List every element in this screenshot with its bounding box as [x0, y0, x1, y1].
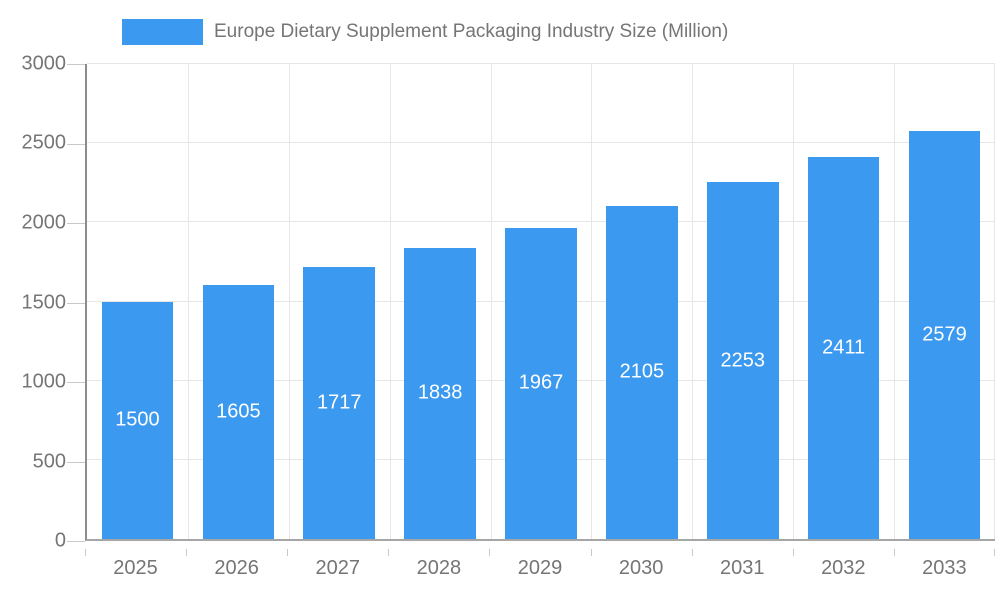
bar-value-label: 2411	[822, 336, 866, 359]
v-gridline	[894, 64, 896, 539]
x-tick	[792, 549, 794, 556]
x-tick	[287, 549, 289, 556]
x-tick	[994, 549, 995, 556]
y-axis-label: 500	[32, 450, 66, 472]
v-gridline	[288, 64, 290, 539]
x-tick	[893, 549, 895, 556]
legend: Europe Dietary Supplement Packaging Indu…	[122, 19, 728, 45]
plot-area: 1500 1605 1717 1838 1967 2105 2253 2411 2579	[85, 63, 995, 541]
y-axis: 0 500 1000 1500 2000 2500 3000	[0, 53, 67, 552]
y-axis-label: 1000	[21, 370, 67, 393]
v-gridline	[591, 64, 593, 539]
y-axis-label: 2500	[21, 131, 67, 154]
h-gridline	[87, 63, 995, 64]
bar-2028: 1838	[404, 247, 476, 539]
y-tick	[67, 461, 85, 463]
y-tick	[67, 143, 85, 145]
v-gridline	[389, 64, 391, 539]
x-axis-label: 2026	[214, 557, 259, 579]
x-tick	[590, 549, 592, 556]
v-gridline	[490, 64, 492, 539]
x-tick	[691, 549, 693, 556]
bar-value-label: 2105	[619, 360, 665, 383]
bar-value-label: 1838	[417, 381, 463, 404]
y-tick	[67, 541, 85, 542]
x-tick	[388, 549, 390, 556]
h-gridline	[87, 142, 995, 144]
bar-value-label: 1605	[216, 400, 261, 423]
x-tick	[85, 549, 86, 556]
v-gridline	[994, 64, 995, 539]
y-axis-label: 1500	[21, 291, 67, 313]
bar-value-label: 1500	[115, 408, 160, 431]
bar-2027: 1717	[303, 267, 376, 539]
legend-swatch	[122, 19, 203, 45]
x-axis-label: 2030	[618, 557, 664, 579]
y-tick	[67, 302, 85, 304]
x-axis-label: 2027	[315, 557, 361, 579]
y-axis-label: 2000	[21, 211, 67, 234]
y-axis-label: 0	[54, 529, 66, 552]
x-axis-label: 2033	[922, 557, 967, 579]
x-axis-label: 2028	[416, 557, 462, 579]
x-axis: 2025 2026 2027 2028 2029 2030 2031 2032 2033	[85, 549, 995, 589]
bar-2031: 2253	[706, 182, 779, 539]
v-gridline	[793, 64, 795, 539]
bar-2033: 2579	[908, 130, 981, 539]
x-tick	[489, 549, 491, 556]
bar-2030: 2105	[606, 205, 678, 539]
x-axis-label: 2025	[113, 557, 158, 579]
v-gridline	[692, 64, 694, 539]
bar-2032: 2411	[807, 157, 880, 539]
y-tick	[67, 382, 85, 383]
bar-2026: 1605	[202, 284, 275, 539]
h-gridline	[87, 221, 995, 223]
x-axis-label: 2029	[517, 557, 563, 579]
bar-value-label: 1967	[518, 371, 564, 394]
bar-value-label: 2253	[720, 349, 766, 372]
y-tick	[67, 223, 85, 224]
bar-2029: 1967	[505, 227, 577, 539]
x-axis-label: 2032	[821, 557, 866, 579]
bar-value-label: 1717	[316, 391, 362, 414]
v-gridline	[187, 64, 189, 539]
legend-label: Europe Dietary Supplement Packaging Indu…	[214, 21, 729, 42]
bar-2025: 1500	[101, 301, 174, 539]
bar-value-label: 2579	[922, 323, 967, 346]
x-axis-label: 2031	[719, 557, 765, 579]
y-tick	[67, 64, 85, 65]
x-tick	[186, 549, 188, 556]
y-axis-label: 3000	[21, 52, 67, 75]
